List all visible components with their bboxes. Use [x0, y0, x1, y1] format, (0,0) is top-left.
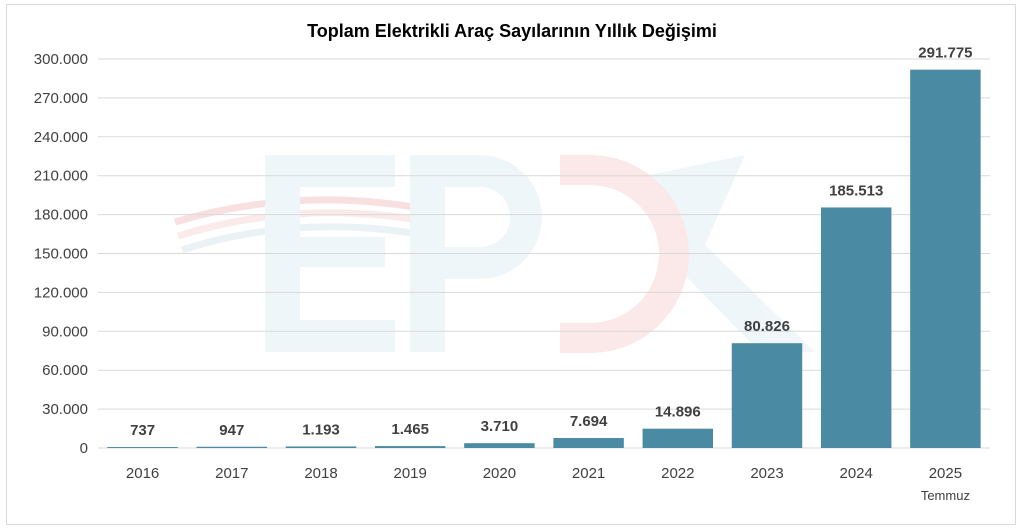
- y-tick-label: 270.000: [34, 90, 88, 107]
- data-label: 291.775: [918, 45, 972, 62]
- x-tick-label: 2018: [304, 465, 337, 482]
- y-tick-label: 30.000: [42, 401, 88, 418]
- y-tick-label: 90.000: [42, 323, 88, 340]
- bar-2021: [553, 438, 624, 448]
- bar-2022: [642, 428, 714, 448]
- x-tick-label: 2022: [661, 465, 694, 482]
- x-tick-label: 2017: [215, 465, 248, 482]
- x-tick-label: 2023: [750, 465, 783, 482]
- data-label: 3.710: [481, 418, 519, 435]
- bar-2018: [285, 446, 357, 448]
- y-tick-label: 120.000: [34, 284, 88, 301]
- x-tick-sublabel: Temmuz: [921, 488, 970, 503]
- y-tick-label: 300.000: [34, 51, 88, 68]
- data-label: 947: [219, 422, 244, 439]
- x-tick-label: 2021: [572, 465, 605, 482]
- y-tick-label: 180.000: [34, 207, 88, 224]
- bar-2025: [910, 69, 981, 448]
- watermark-logo: [174, 155, 815, 353]
- data-label: 737: [130, 422, 155, 439]
- bar-2023: [731, 343, 803, 448]
- data-label: 14.896: [655, 404, 701, 421]
- data-label: 80.826: [744, 318, 790, 335]
- x-tick-label: 2025: [929, 465, 962, 482]
- data-label: 185.513: [829, 182, 883, 199]
- x-tick-label: 2020: [483, 465, 516, 482]
- bar-2024: [820, 207, 892, 448]
- bar-2016: [107, 447, 178, 448]
- x-tick-label: 2019: [394, 465, 427, 482]
- x-tick-label: 2016: [126, 465, 159, 482]
- chart-title: Toplam Elektrikli Araç Sayılarının Yıllı…: [307, 21, 717, 41]
- y-tick-label: 60.000: [42, 362, 88, 379]
- data-label: 1.193: [302, 421, 340, 438]
- bar-2017: [196, 446, 268, 448]
- bar-2020: [464, 443, 535, 448]
- y-tick-label: 210.000: [34, 168, 88, 185]
- y-tick-label: 150.000: [34, 246, 88, 263]
- y-tick-label: 240.000: [34, 129, 88, 146]
- data-label: 7.694: [570, 413, 608, 430]
- bar-2019: [374, 446, 446, 448]
- data-label: 1.465: [391, 421, 429, 438]
- x-tick-label: 2024: [840, 465, 873, 482]
- y-tick-label: 0: [80, 440, 88, 457]
